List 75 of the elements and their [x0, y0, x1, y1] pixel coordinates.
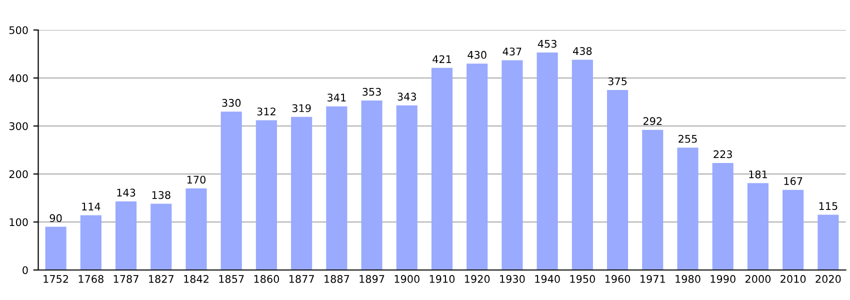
- x-tick-label: 2020: [816, 275, 841, 283]
- bar: [572, 60, 593, 270]
- x-tick-label: 1910: [430, 275, 455, 283]
- bar: [431, 68, 453, 270]
- x-tick-label: 1990: [710, 275, 736, 283]
- data-label: 138: [152, 191, 170, 199]
- data-label: 421: [432, 55, 451, 63]
- x-tick-label: 1930: [500, 275, 525, 283]
- bar: [186, 188, 207, 270]
- data-label: 255: [678, 134, 697, 143]
- data-label: 312: [257, 108, 276, 116]
- x-tick-label: 1920: [465, 275, 490, 283]
- bar: [220, 112, 242, 270]
- data-label: 330: [222, 98, 241, 107]
- x-tick-label: 1950: [570, 275, 595, 283]
- data-label: 170: [187, 176, 206, 184]
- x-tick-label: 1940: [535, 275, 560, 283]
- bar: [466, 64, 488, 270]
- x-tick-label: 2000: [745, 275, 771, 283]
- bar: [607, 90, 628, 270]
- x-tick-label: 1768: [78, 275, 104, 283]
- y-tick-label: 500: [9, 26, 28, 34]
- data-label: 430: [468, 50, 486, 59]
- bar: [396, 105, 418, 270]
- x-tick-label: 1887: [324, 275, 350, 283]
- x-tick-label: 1752: [44, 275, 68, 283]
- bar: [326, 106, 348, 270]
- y-tick-label: 200: [9, 170, 28, 178]
- x-tick-label: 1960: [605, 275, 630, 283]
- x-tick-label: 1897: [360, 275, 384, 283]
- bar: [747, 183, 769, 270]
- data-label: 223: [714, 150, 732, 158]
- x-tick-label: 1842: [184, 275, 208, 283]
- data-label: 343: [398, 92, 416, 101]
- y-tick-label: 100: [10, 218, 28, 226]
- bar: [256, 120, 277, 270]
- data-label: 353: [362, 88, 381, 96]
- data-label: 437: [502, 48, 522, 56]
- x-tick-label: 1857: [219, 275, 244, 283]
- x-tick-label: 1900: [394, 275, 420, 283]
- y-tick-label: 0: [22, 266, 28, 274]
- x-tick-label: 1860: [254, 275, 280, 283]
- bar: [502, 60, 523, 270]
- data-label: 115: [819, 202, 838, 210]
- x-tick-label: 1827: [149, 275, 174, 283]
- data-label: 319: [292, 104, 311, 112]
- data-label: 453: [538, 40, 556, 48]
- bar: [677, 148, 698, 270]
- bar: [45, 226, 66, 270]
- data-label: 114: [82, 202, 100, 210]
- data-label: 167: [784, 177, 802, 186]
- data-label: 181: [749, 170, 767, 178]
- data-label: 292: [643, 117, 662, 126]
- x-tick-label: 1877: [289, 275, 314, 283]
- data-label: 143: [117, 188, 136, 197]
- bar: [115, 201, 137, 270]
- bar: [291, 116, 312, 270]
- y-tick-label: 300: [9, 122, 28, 130]
- bar: [536, 52, 558, 270]
- x-tick-label: 1980: [676, 275, 700, 283]
- x-tick-label: 1971: [640, 275, 665, 283]
- data-label: 341: [328, 94, 346, 102]
- x-tick-label: 1787: [114, 275, 138, 283]
- bar: [712, 162, 734, 270]
- bar: [642, 130, 664, 270]
- bar: [150, 204, 172, 270]
- y-tick-label: 400: [9, 74, 28, 82]
- x-tick-label: 2010: [780, 275, 806, 283]
- bar: [782, 190, 804, 270]
- bar: [361, 100, 382, 270]
- bar: [80, 215, 102, 270]
- data-label: 90: [50, 214, 62, 222]
- data-label: 438: [573, 47, 592, 55]
- data-label: 375: [608, 77, 627, 86]
- bar: [818, 214, 839, 270]
